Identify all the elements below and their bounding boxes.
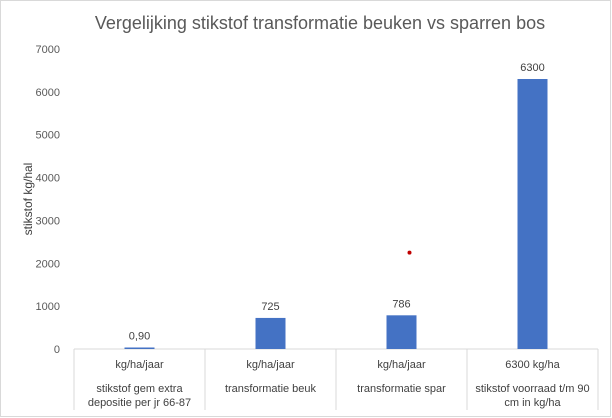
x-category-label: transformatie spar xyxy=(357,383,446,395)
x-category-label: stikstof gem extra xyxy=(96,383,183,395)
data-labels: 0,90 725 786 6300 xyxy=(129,62,545,343)
y-tick-label: 6000 xyxy=(36,87,60,99)
x-tick-label: kg/ha/jaar xyxy=(377,359,426,371)
y-tick-label: 7000 xyxy=(36,44,60,56)
y-tick-label: 2000 xyxy=(36,258,60,270)
data-label: 786 xyxy=(392,298,410,310)
x-tick-label: kg/ha/jaar xyxy=(246,359,295,371)
x-category-label: transformatie beuk xyxy=(225,383,317,395)
data-label: 725 xyxy=(261,301,279,313)
y-axis-label: stikstof kg/hal xyxy=(21,163,35,236)
marker-point xyxy=(407,250,412,255)
x-category-label: stikstof voorraad t/m 90 xyxy=(475,383,589,395)
bar xyxy=(517,79,548,349)
y-tick-label: 3000 xyxy=(36,215,60,227)
x-category-label: cm in kg/ha xyxy=(504,397,561,409)
x-tick-label: kg/ha/jaar xyxy=(115,359,164,371)
x-category-label: depositie per jr 66-87 xyxy=(88,397,191,409)
x-tick-label: 6300 kg/ha xyxy=(505,359,560,371)
bar xyxy=(386,315,417,349)
data-label: 0,90 xyxy=(129,331,150,343)
data-label: 6300 xyxy=(520,62,544,74)
chart-title: Vergelijking stikstof transformatie beuk… xyxy=(95,13,545,33)
y-tick-label: 4000 xyxy=(36,173,60,185)
y-tick-label: 1000 xyxy=(36,301,60,313)
bars xyxy=(124,79,548,349)
axes: 0 1000 2000 3000 4000 5000 6000 7000 kg/ha/jaar s… xyxy=(36,44,599,410)
y-tick-label: 5000 xyxy=(36,130,60,142)
bar xyxy=(255,317,286,349)
bar xyxy=(124,347,155,349)
y-tick-label: 0 xyxy=(54,344,60,356)
